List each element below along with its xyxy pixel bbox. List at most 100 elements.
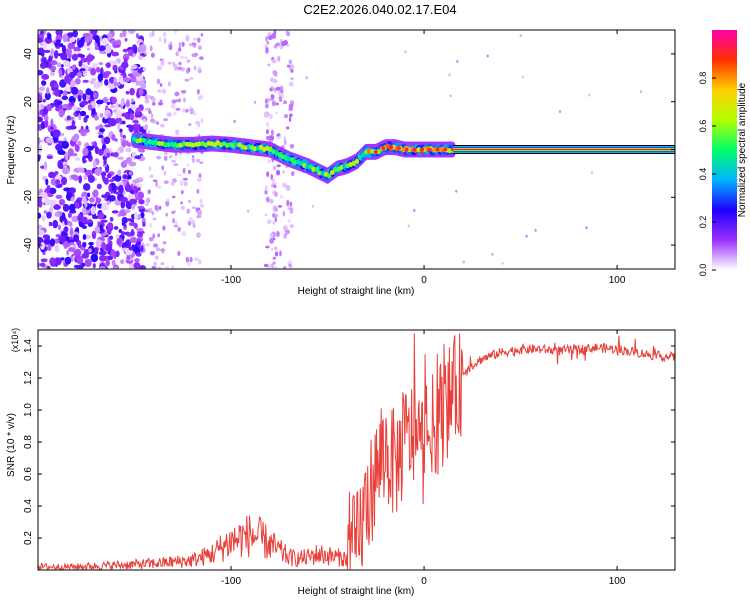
- heatmap-noise-blob: [167, 61, 172, 65]
- heatmap-noise-blob: [128, 171, 133, 176]
- heatmap-noise-blob: [120, 231, 126, 236]
- heatmap-noise-blob: [188, 199, 191, 203]
- heatmap-noise-blob: [104, 124, 112, 128]
- heatmap-noise-blob: [266, 219, 272, 225]
- heatmap-noise-blob: [60, 176, 68, 186]
- heatmap-noise-blob: [283, 233, 287, 239]
- heatmap-noise-blob: [163, 170, 167, 176]
- colorbar-tick-label: 0.8: [698, 72, 708, 85]
- heatmap-noise-blob: [149, 110, 152, 115]
- heatmap-noise-blob: [288, 81, 294, 87]
- heatmap-noise-blob: [48, 221, 53, 227]
- heatmap-steady-line: [453, 148, 675, 151]
- snr-series-line: [38, 333, 675, 570]
- heatmap-ylabel: Frequency (Hz): [6, 116, 17, 185]
- heatmap-noise-blob: [121, 216, 128, 224]
- heatmap-noise-blob: [71, 53, 79, 61]
- heatmap-noise-blob: [281, 41, 286, 47]
- heatmap-noise-blob: [264, 213, 268, 217]
- heatmap-noise-blob: [133, 212, 139, 220]
- heatmap-noise-blob: [139, 264, 146, 269]
- heatmap-noise-blob: [196, 188, 200, 194]
- heatmap-ridge-core: [308, 164, 313, 170]
- heatmap-ridge-peak: [427, 147, 432, 152]
- heatmap-ridge-core: [305, 164, 310, 169]
- heatmap-noise-blob: [93, 81, 102, 89]
- heatmap-noise-blob: [133, 261, 141, 269]
- heatmap-noise-blob: [82, 234, 87, 240]
- heatmap-noise-blob: [151, 30, 155, 37]
- heatmap-noise-blob: [78, 60, 83, 67]
- heatmap-noise-blob: [183, 181, 188, 187]
- heatmap-noise-blob: [186, 163, 190, 168]
- heatmap-noise-blob: [93, 141, 97, 148]
- heatmap-noise-blob: [129, 112, 135, 121]
- heatmap-noise-blob: [57, 224, 62, 231]
- heatmap-noise-blob: [159, 82, 163, 88]
- heatmap-noise-blob: [274, 214, 279, 218]
- heatmap-noise-blob: [53, 238, 60, 244]
- heatmap-noise-blob: [133, 46, 138, 54]
- heatmap-ridge-core: [357, 154, 363, 160]
- heatmap-noise-blob: [100, 262, 105, 266]
- heatmap-noise-blob: [41, 214, 46, 222]
- heatmap-noise-blob: [54, 244, 60, 253]
- heatmap-noise-blob: [151, 120, 157, 124]
- heatmap-noise-blob: [273, 265, 278, 269]
- heatmap-noise-blob: [149, 174, 154, 178]
- snr-x-tick-label: 0: [421, 576, 427, 587]
- heatmap-noise-blob: [173, 111, 177, 117]
- heatmap-noise-blob: [43, 49, 51, 53]
- heatmap-noise-blob: [272, 256, 277, 260]
- heatmap-noise-blob: [41, 73, 50, 80]
- heatmap-noise-blob: [191, 42, 197, 47]
- snr-y-tick-label: 1.2: [23, 371, 34, 385]
- heatmap-noise-blob: [154, 204, 159, 211]
- heatmap-noise-blob: [197, 89, 200, 95]
- heatmap-ridge-peak: [381, 146, 386, 150]
- heatmap-noise-blob: [271, 181, 277, 185]
- heatmap-noise-blob: [180, 89, 187, 94]
- heatmap-ridge-core: [289, 157, 295, 163]
- heatmap-noise-blob: [41, 56, 47, 64]
- heatmap-noise-blob: [106, 152, 110, 158]
- heatmap-noise-blob: [118, 229, 123, 233]
- heatmap-noise-blob: [191, 155, 195, 158]
- heatmap-noise-blob: [171, 195, 176, 199]
- heatmap-ridge-core: [360, 152, 366, 158]
- heatmap-noise-blob: [273, 70, 278, 77]
- heatmap-noise-blob: [132, 72, 141, 77]
- snr-xlabel: Height of straight line (km): [298, 586, 415, 597]
- heatmap-noise-blob: [50, 48, 54, 57]
- heatmap-noise-blob: [147, 129, 151, 135]
- heatmap-noise-blob: [282, 182, 287, 188]
- heatmap-noise-blob: [55, 30, 63, 37]
- heatmap-noise-blob: [188, 42, 193, 47]
- heatmap-noise-blob: [267, 159, 272, 164]
- heatmap-noise-blob: [46, 184, 51, 192]
- heatmap-noise-blob: [38, 86, 45, 92]
- heatmap-noise-blob: [173, 224, 179, 228]
- heatmap-noise-blob: [62, 203, 70, 212]
- heatmap-noise-blob: [77, 167, 85, 173]
- heatmap-noise-blob: [70, 86, 79, 95]
- heatmap-noise-blob: [40, 242, 45, 250]
- heatmap-noise-blob: [138, 199, 145, 205]
- heatmap-noise-blob: [270, 173, 274, 180]
- heatmap-noise-blob: [99, 113, 104, 118]
- heatmap-noise-blob: [171, 159, 176, 163]
- heatmap-ridge-core: [163, 142, 168, 148]
- heatmap-noise-blob: [120, 196, 129, 203]
- heatmap-xlabel: Height of straight line (km): [298, 286, 415, 297]
- heatmap-noise-blob: [79, 68, 86, 72]
- heatmap-noise-blob: [115, 234, 120, 239]
- heatmap-noise-blob: [282, 170, 286, 174]
- heatmap-noise-blob: [44, 197, 51, 206]
- heatmap-noise-blob: [165, 265, 169, 269]
- heatmap-noise-blob: [55, 179, 61, 185]
- heatmap-noise-blob: [85, 115, 90, 119]
- heatmap-noise-blob: [166, 112, 172, 117]
- heatmap-noise-blob: [92, 190, 99, 198]
- heatmap-noise-blob: [125, 147, 132, 153]
- heatmap-noise-blob: [46, 155, 53, 159]
